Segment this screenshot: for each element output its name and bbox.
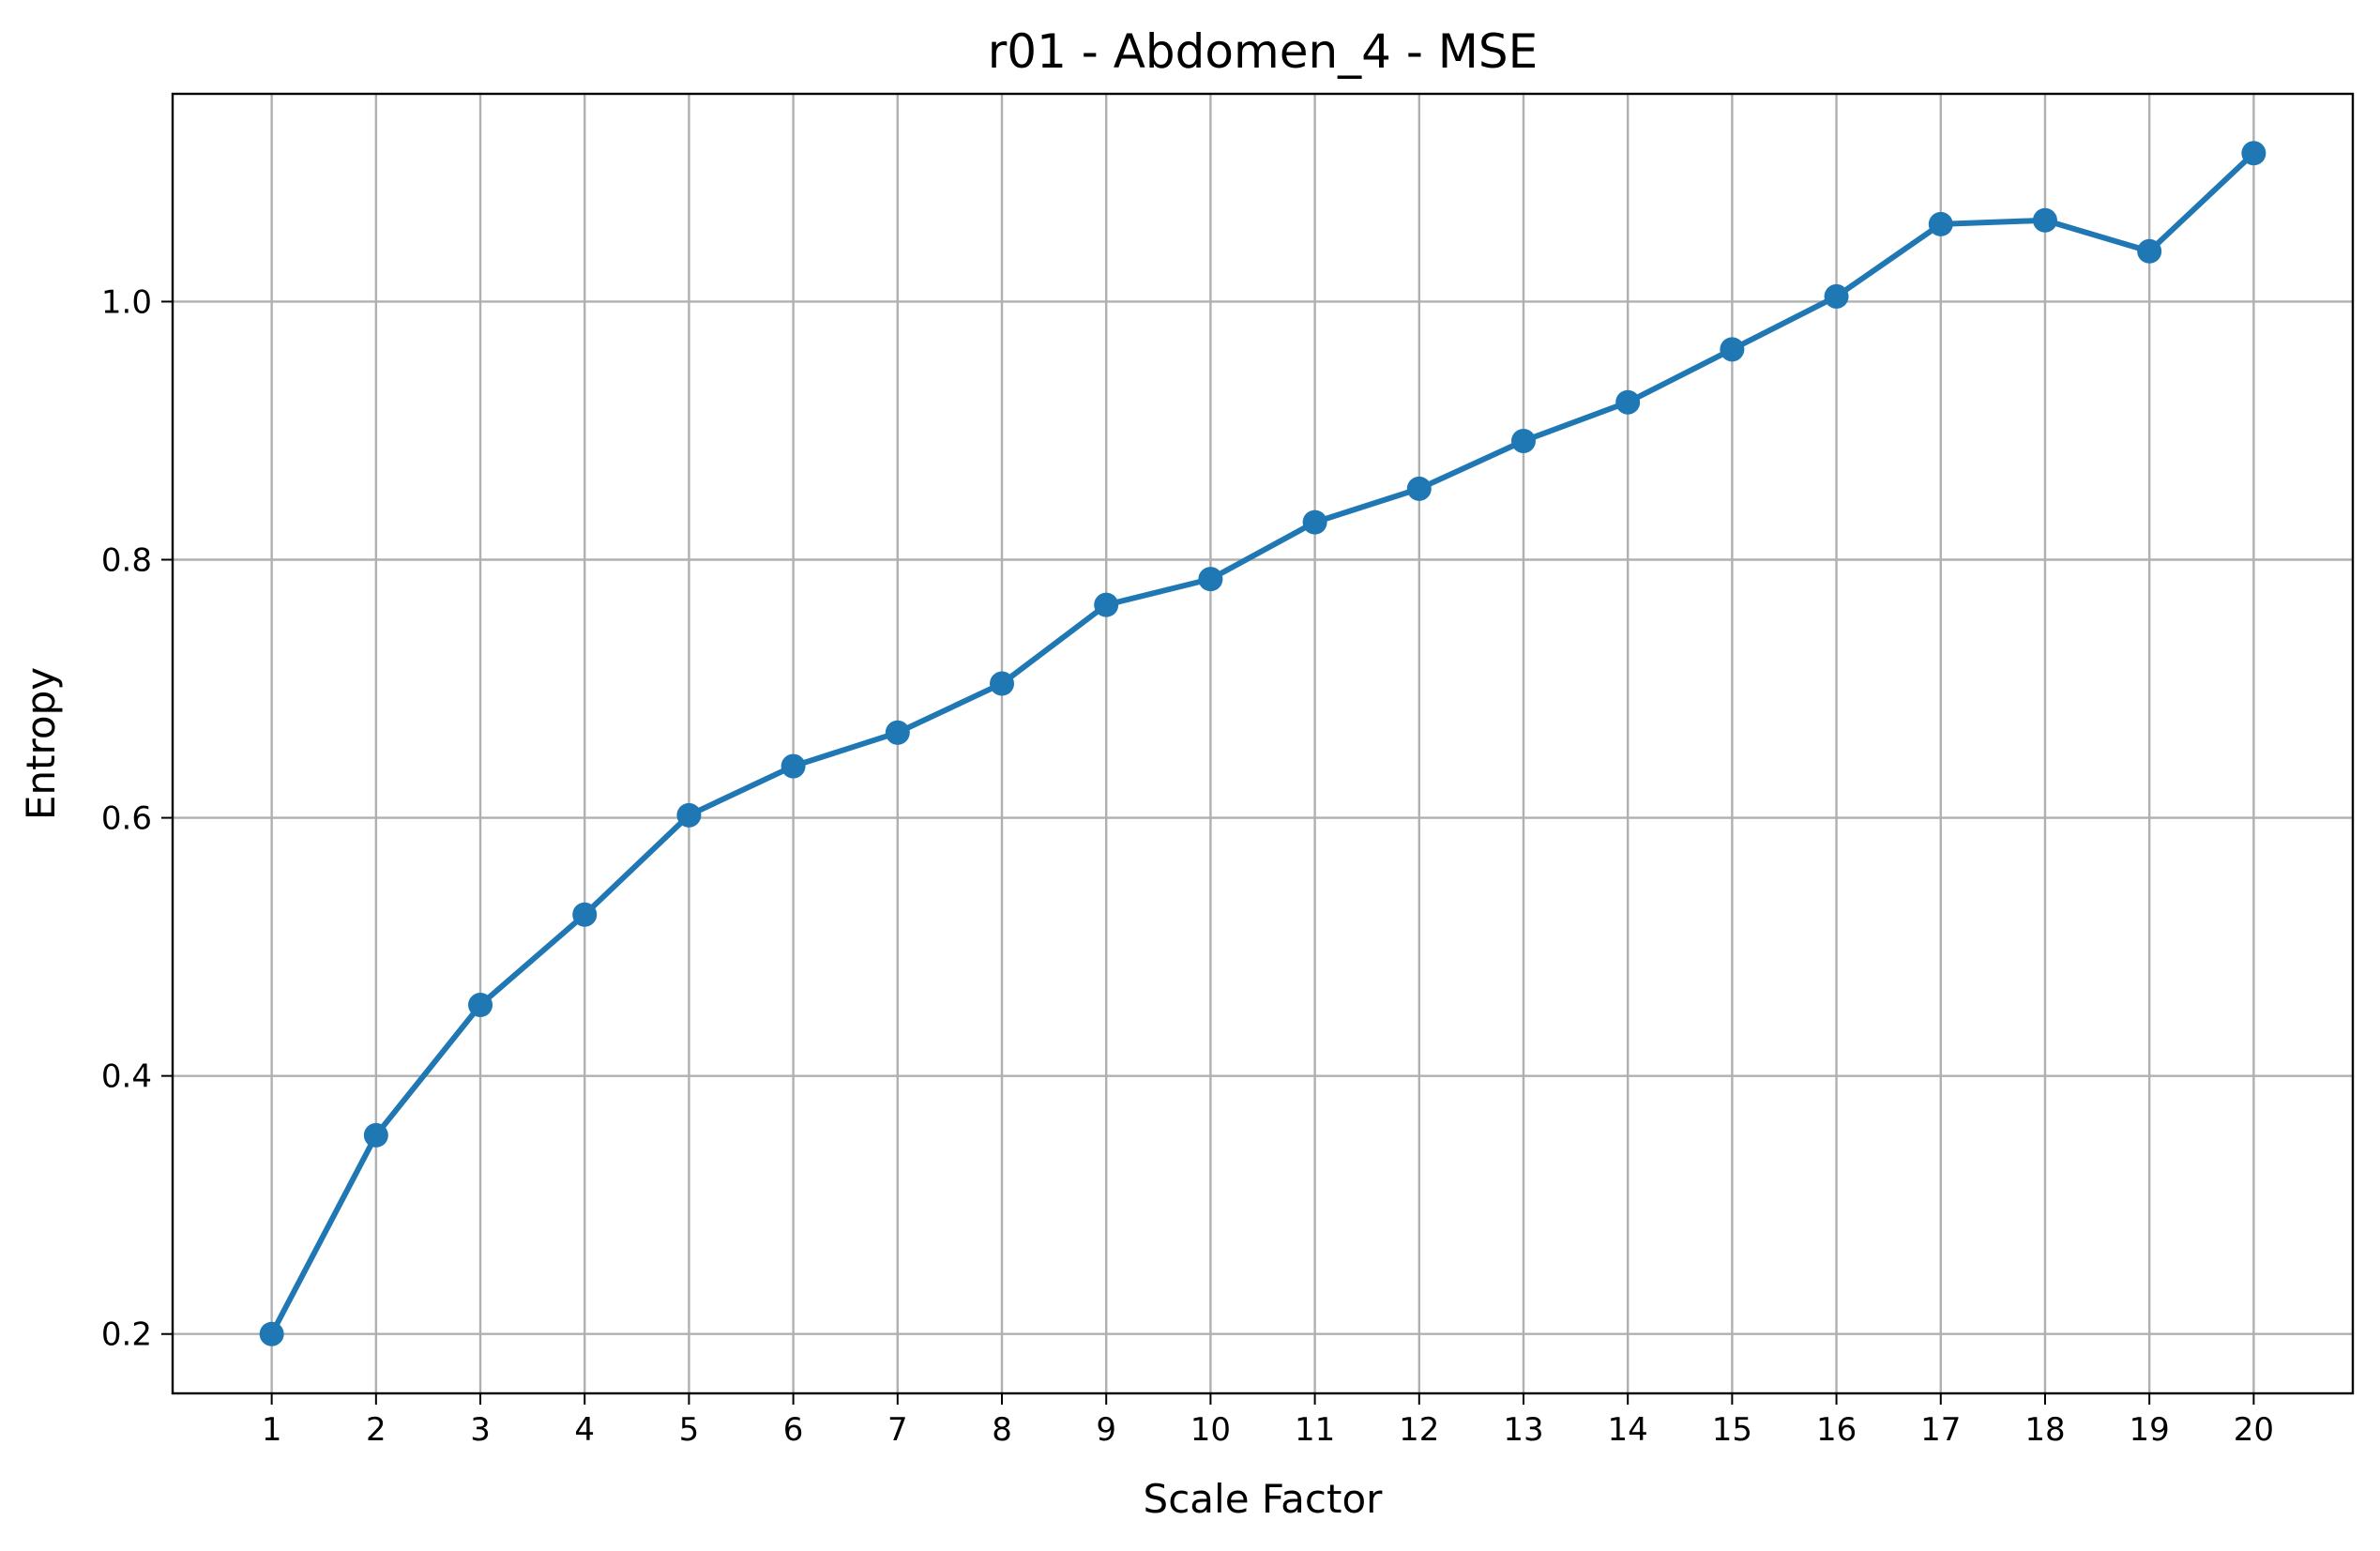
x-tick-label: 6 xyxy=(783,1411,804,1449)
x-tick-label: 19 xyxy=(2130,1411,2170,1449)
data-point xyxy=(781,753,806,779)
x-tick-label: 9 xyxy=(1096,1411,1116,1449)
x-tick-label: 13 xyxy=(1503,1411,1543,1449)
ticks: 1 2 3 4 5 6 7 8 9 10 11 12 13 14 15 16 17 18 19 200.20.40.6… xyxy=(101,283,2274,1449)
x-tick-label: 7 xyxy=(887,1411,908,1449)
data-point xyxy=(259,1321,284,1346)
x-tick-label: 3 xyxy=(470,1411,491,1449)
data-point xyxy=(1094,592,1119,617)
data-point xyxy=(2032,207,2057,233)
x-tick-label: 14 xyxy=(1608,1411,1648,1449)
data-point xyxy=(1928,211,1953,236)
x-tick-label: 2 xyxy=(366,1411,387,1449)
x-tick-label: 10 xyxy=(1190,1411,1231,1449)
data-point xyxy=(572,902,598,927)
data-point xyxy=(1302,509,1327,535)
grid xyxy=(173,94,2353,1393)
data-point xyxy=(1720,337,1745,362)
chart-title: r01 - Abdomen_4 - MSE xyxy=(988,24,1539,79)
x-tick-label: 16 xyxy=(1816,1411,1857,1449)
x-tick-label: 5 xyxy=(679,1411,700,1449)
data-point xyxy=(676,802,702,828)
x-tick-label: 18 xyxy=(2024,1411,2065,1449)
x-axis-title: Scale Factor xyxy=(1144,1476,1384,1522)
y-tick-label: 0.4 xyxy=(101,1058,152,1096)
series xyxy=(259,141,2266,1346)
data-point xyxy=(990,671,1015,696)
x-tick-label: 12 xyxy=(1399,1411,1439,1449)
x-tick-label: 4 xyxy=(574,1411,595,1449)
data-point xyxy=(2137,238,2162,264)
data-point xyxy=(363,1122,388,1148)
data-point xyxy=(1615,389,1641,415)
plot-frame xyxy=(171,92,2355,1395)
x-tick-label: 15 xyxy=(1712,1411,1752,1449)
y-tick-label: 1.0 xyxy=(101,283,152,321)
data-point xyxy=(1510,428,1536,453)
y-tick-label: 0.6 xyxy=(101,800,152,838)
series-line xyxy=(268,150,2257,1337)
data-point xyxy=(468,993,493,1018)
x-tick-label: 11 xyxy=(1295,1411,1335,1449)
y-tick-label: 0.8 xyxy=(101,542,152,580)
data-point xyxy=(1824,283,1849,309)
data-point xyxy=(1198,567,1223,592)
x-tick-label: 17 xyxy=(1920,1411,1961,1449)
y-tick-label: 0.2 xyxy=(101,1316,152,1354)
y-axis-title: Entropy xyxy=(18,667,64,820)
x-tick-label: 20 xyxy=(2234,1411,2274,1449)
data-point xyxy=(1406,476,1432,501)
x-tick-label: 8 xyxy=(992,1411,1012,1449)
data-point xyxy=(2241,141,2266,166)
x-tick-label: 1 xyxy=(262,1411,282,1449)
data-point xyxy=(885,720,910,745)
